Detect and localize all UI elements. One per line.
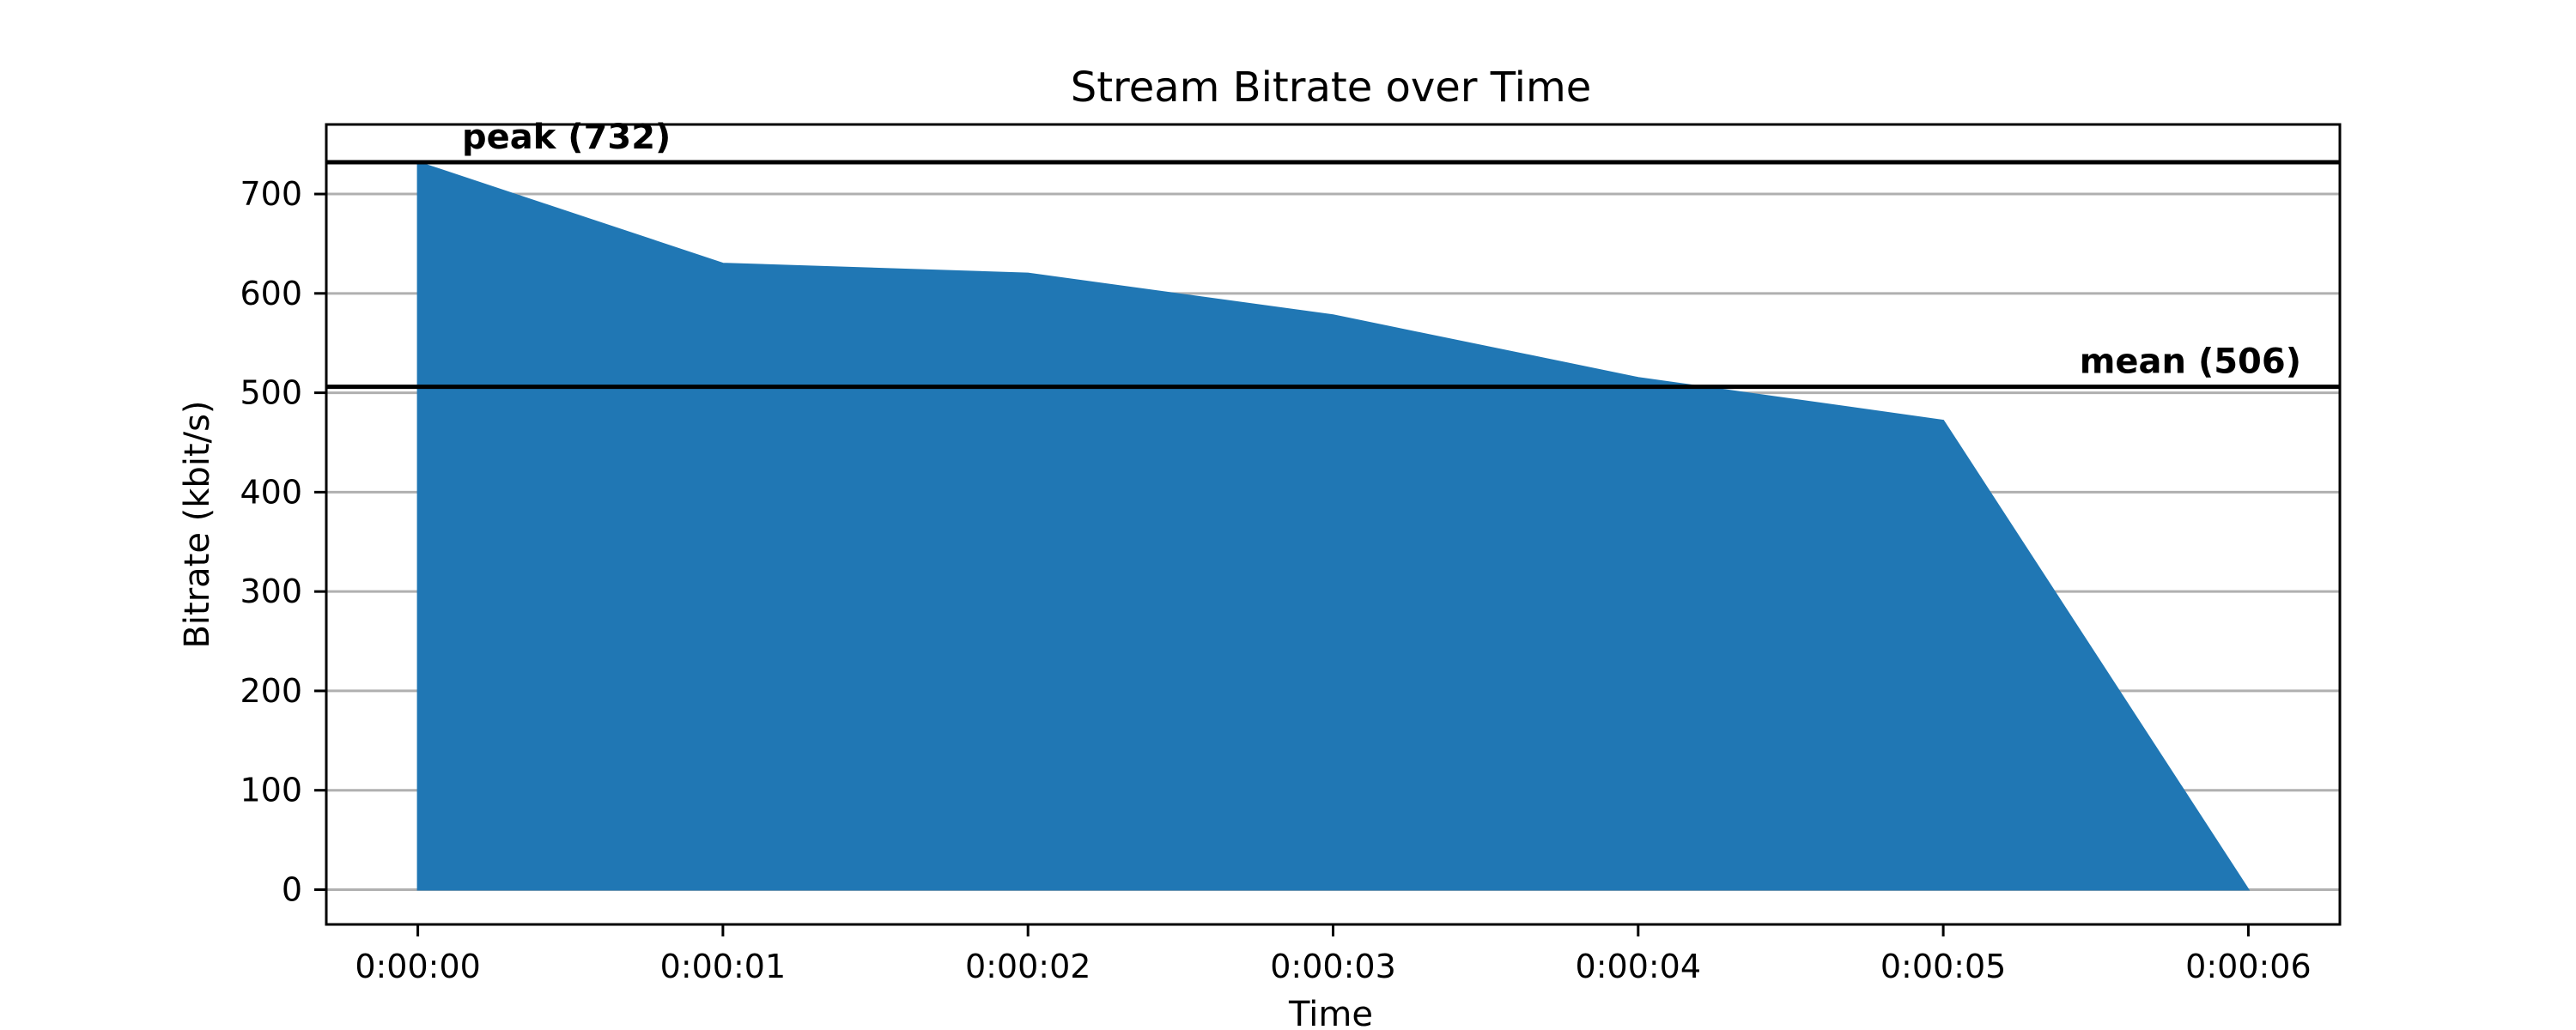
y-tick-label: 0	[282, 870, 302, 908]
y-axis-ticks: 0 100 200 300 400 500 600 700	[240, 175, 326, 908]
x-tick-label: 0:00:01	[660, 948, 787, 985]
y-axis-label: Bitrate (kbit/s)	[178, 400, 217, 648]
area-series	[416, 161, 2251, 891]
y-tick-label: 300	[240, 573, 302, 610]
x-tick-label: 0:00:03	[1270, 948, 1396, 985]
x-tick-label: 0:00:02	[965, 948, 1091, 985]
x-axis-label: Time	[1288, 995, 1373, 1030]
x-tick-label: 0:00:04	[1576, 948, 1702, 985]
x-tick-label: 0:00:06	[2185, 948, 2312, 985]
bitrate-area	[416, 161, 2251, 891]
y-tick-label: 700	[240, 175, 302, 213]
x-tick-label: 0:00:00	[355, 948, 481, 985]
y-tick-label: 100	[240, 772, 302, 809]
y-tick-label: 500	[240, 374, 302, 412]
x-axis-ticks: 0:00:00 0:00:01 0:00:02 0:00:03 0:00:04 0:00:…	[355, 924, 2312, 985]
y-tick-label: 200	[240, 672, 302, 710]
y-tick-label: 600	[240, 275, 302, 312]
x-tick-label: 0:00:05	[1880, 948, 2007, 985]
reference-line-label: mean (506)	[2080, 342, 2301, 382]
chart-title: Stream Bitrate over Time	[1071, 64, 1592, 112]
y-tick-label: 400	[240, 473, 302, 511]
